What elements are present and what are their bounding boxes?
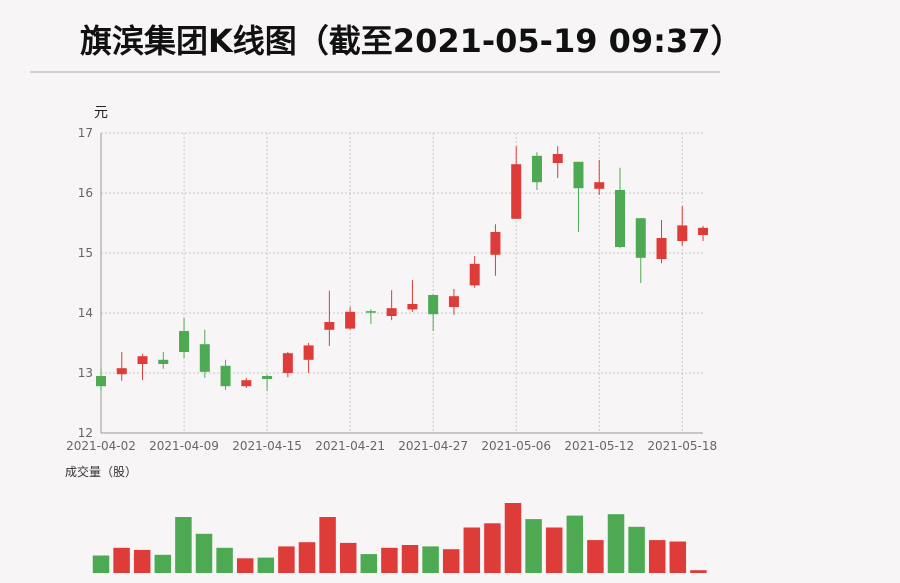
candle-body-up <box>490 232 501 255</box>
candle-body-up <box>324 322 335 330</box>
volume-bar <box>484 523 501 573</box>
candle-body-up <box>116 368 127 375</box>
candle-body-down <box>365 311 376 313</box>
volume-bar <box>463 527 481 573</box>
candle-body-up <box>594 182 605 189</box>
page-title: 旗滨集团K线图（截至2021-05-19 09:37） <box>80 22 743 60</box>
volume-bar <box>690 570 707 573</box>
candle-body-down <box>199 344 210 372</box>
volume-bar <box>175 517 192 573</box>
x-tick-label: 2021-04-27 <box>398 439 468 453</box>
volume-bar <box>298 542 316 573</box>
candle-body-up <box>407 304 418 310</box>
volume-bar <box>504 503 522 573</box>
candle-body-down <box>615 190 625 247</box>
volume-bar <box>525 519 542 573</box>
volume-bar <box>381 547 398 573</box>
x-tick-label: 2021-05-18 <box>647 439 717 453</box>
volume-bar <box>648 540 666 573</box>
y-tick-label: 15 <box>78 246 93 260</box>
candle-body-up <box>698 227 709 235</box>
x-tick-label: 2021-04-09 <box>149 439 219 453</box>
volume-bar <box>92 555 110 573</box>
volume-bar <box>545 527 563 573</box>
volume-bar <box>566 515 584 573</box>
y-tick-label: 16 <box>78 186 93 200</box>
y-tick-label: 12 <box>78 426 93 440</box>
candle-body-down <box>158 359 169 364</box>
volume-bar <box>339 542 357 573</box>
volume-bar <box>442 549 460 573</box>
x-tick-label: 2021-04-21 <box>315 439 385 453</box>
volume-bar <box>154 554 172 573</box>
candle-body-up <box>552 154 563 163</box>
volume-bar <box>195 533 213 573</box>
x-tick-label: 2021-05-06 <box>481 439 551 453</box>
candle-body-up <box>469 263 480 286</box>
volume-bar <box>257 557 275 573</box>
candle-body-up <box>656 238 667 259</box>
volume-bar <box>360 554 378 573</box>
candle-body-down <box>428 295 439 315</box>
x-tick-label: 2021-04-02 <box>66 439 136 453</box>
y-axis-unit-label: 元 <box>94 105 108 121</box>
candle-body-up <box>511 164 522 219</box>
y-tick-label: 14 <box>78 306 93 320</box>
volume-bar <box>133 549 151 573</box>
y-tick-label: 17 <box>78 126 93 140</box>
candle-body-down <box>531 155 542 183</box>
candle-body-down <box>635 218 646 258</box>
volume-bar <box>278 546 295 573</box>
candle-body-up <box>677 225 688 241</box>
volume-bar <box>422 546 439 573</box>
volume-bar <box>319 517 336 573</box>
volume-bar <box>628 526 645 573</box>
candle-body-up <box>448 296 459 307</box>
candle-body-down <box>96 376 106 387</box>
volume-bar <box>113 547 130 573</box>
candle-body-up <box>303 345 314 360</box>
candle-body-down <box>179 331 190 352</box>
candle-body-up <box>282 353 293 373</box>
candle-body-up <box>345 311 356 329</box>
volume-bar <box>607 514 625 573</box>
volume-bar <box>587 540 604 573</box>
x-tick-label: 2021-04-15 <box>232 439 302 453</box>
volume-bar <box>401 545 419 573</box>
candle-body-down <box>573 161 584 189</box>
volume-bar <box>669 541 687 573</box>
candle-body-up <box>137 356 148 364</box>
candle-body-up <box>241 380 252 387</box>
candle-body-up <box>386 308 397 316</box>
x-tick-label: 2021-05-12 <box>564 439 634 453</box>
volume-bar <box>236 558 254 573</box>
candle-body-down <box>220 365 231 387</box>
volume-axis-label: 成交量（股） <box>65 465 138 479</box>
candle-body-down <box>262 376 273 379</box>
y-tick-label: 13 <box>78 366 93 380</box>
title-divider <box>30 71 720 73</box>
volume-bar <box>216 547 233 573</box>
